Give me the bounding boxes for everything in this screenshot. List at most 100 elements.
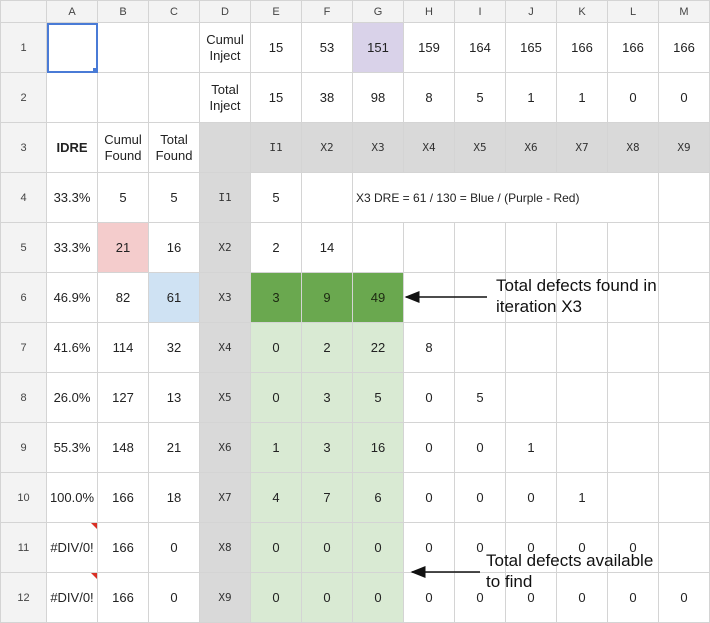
cell-f3[interactable]: X2	[301, 122, 353, 173]
cell-m7[interactable]	[658, 322, 710, 373]
cell-g9[interactable]: 16	[352, 422, 404, 473]
cell-l8[interactable]	[607, 372, 659, 423]
cell-e7[interactable]: 0	[250, 322, 302, 373]
cell-a3[interactable]: IDRE	[46, 122, 98, 173]
cell-h10[interactable]: 0	[403, 472, 455, 523]
cell-a11[interactable]: #DIV/0!	[46, 522, 98, 573]
cell-j1[interactable]: 165	[505, 22, 557, 73]
cell-b3[interactable]: Cumul Found	[97, 122, 149, 173]
row-header-5[interactable]: 5	[0, 222, 47, 273]
cell-c7[interactable]: 32	[148, 322, 200, 373]
cell-a2[interactable]	[46, 72, 98, 123]
cell-a5[interactable]: 33.3%	[46, 222, 98, 273]
cell-c12[interactable]: 0	[148, 572, 200, 623]
row-header-6[interactable]: 6	[0, 272, 47, 323]
cell-d11[interactable]: X8	[199, 522, 251, 573]
cell-m12[interactable]: 0	[658, 572, 710, 623]
cell-j11[interactable]: 0	[505, 522, 557, 573]
cell-g2[interactable]: 98	[352, 72, 404, 123]
cell-g12[interactable]: 0	[352, 572, 404, 623]
cell-h1[interactable]: 159	[403, 22, 455, 73]
cell-b1[interactable]	[97, 22, 149, 73]
select-all-corner[interactable]	[0, 0, 47, 23]
cell-j3[interactable]: X6	[505, 122, 557, 173]
cell-g7[interactable]: 22	[352, 322, 404, 373]
cell-h3[interactable]: X4	[403, 122, 455, 173]
cell-g11[interactable]: 0	[352, 522, 404, 573]
cell-b8[interactable]: 127	[97, 372, 149, 423]
cell-c4[interactable]: 5	[148, 172, 200, 223]
cell-m6[interactable]	[658, 272, 710, 323]
cell-a7[interactable]: 41.6%	[46, 322, 98, 373]
column-header-l[interactable]: L	[607, 0, 659, 23]
cell-f10[interactable]: 7	[301, 472, 353, 523]
cell-b6[interactable]: 82	[97, 272, 149, 323]
cell-e11[interactable]: 0	[250, 522, 302, 573]
row-header-10[interactable]: 10	[0, 472, 47, 523]
cell-f4[interactable]	[301, 172, 353, 223]
cell-l3[interactable]: X8	[607, 122, 659, 173]
cell-a10[interactable]: 100.0%	[46, 472, 98, 523]
cell-m9[interactable]	[658, 422, 710, 473]
cell-e10[interactable]: 4	[250, 472, 302, 523]
cell-a1[interactable]	[46, 22, 98, 73]
cell-a9[interactable]: 55.3%	[46, 422, 98, 473]
cell-f1[interactable]: 53	[301, 22, 353, 73]
cell-a8[interactable]: 26.0%	[46, 372, 98, 423]
cell-d7[interactable]: X4	[199, 322, 251, 373]
cell-d12[interactable]: X9	[199, 572, 251, 623]
cell-k11[interactable]: 0	[556, 522, 608, 573]
cell-m10[interactable]	[658, 472, 710, 523]
cell-k3[interactable]: X7	[556, 122, 608, 173]
cell-i7[interactable]	[454, 322, 506, 373]
cell-f5[interactable]: 14	[301, 222, 353, 273]
cell-i12[interactable]: 0	[454, 572, 506, 623]
cell-e12[interactable]: 0	[250, 572, 302, 623]
row-header-7[interactable]: 7	[0, 322, 47, 373]
cell-m3[interactable]: X9	[658, 122, 710, 173]
cell-f7[interactable]: 2	[301, 322, 353, 373]
comment-marker-icon[interactable]	[91, 523, 97, 529]
column-header-e[interactable]: E	[250, 0, 302, 23]
cell-l1[interactable]: 166	[607, 22, 659, 73]
cell-k8[interactable]	[556, 372, 608, 423]
cell-d2[interactable]: Total Inject	[199, 72, 251, 123]
fill-handle[interactable]	[93, 68, 97, 72]
cell-i2[interactable]: 5	[454, 72, 506, 123]
row-header-3[interactable]: 3	[0, 122, 47, 173]
cell-j8[interactable]	[505, 372, 557, 423]
cell-e9[interactable]: 1	[250, 422, 302, 473]
cell-c5[interactable]: 16	[148, 222, 200, 273]
cell-b11[interactable]: 166	[97, 522, 149, 573]
cell-j2[interactable]: 1	[505, 72, 557, 123]
column-header-m[interactable]: M	[658, 0, 710, 23]
cell-c2[interactable]	[148, 72, 200, 123]
column-header-b[interactable]: B	[97, 0, 149, 23]
column-header-k[interactable]: K	[556, 0, 608, 23]
column-header-c[interactable]: C	[148, 0, 200, 23]
cell-l5[interactable]	[607, 222, 659, 273]
column-header-g[interactable]: G	[352, 0, 404, 23]
comment-marker-icon[interactable]	[91, 573, 97, 579]
cell-c9[interactable]: 21	[148, 422, 200, 473]
cell-f9[interactable]: 3	[301, 422, 353, 473]
cell-c3[interactable]: Total Found	[148, 122, 200, 173]
cell-h12[interactable]: 0	[403, 572, 455, 623]
cell-k2[interactable]: 1	[556, 72, 608, 123]
row-header-4[interactable]: 4	[0, 172, 47, 223]
column-header-h[interactable]: H	[403, 0, 455, 23]
cell-m4[interactable]	[658, 172, 710, 223]
cell-a4[interactable]: 33.3%	[46, 172, 98, 223]
cell-i1[interactable]: 164	[454, 22, 506, 73]
cell-m1[interactable]: 166	[658, 22, 710, 73]
cell-f12[interactable]: 0	[301, 572, 353, 623]
cell-d1[interactable]: Cumul Inject	[199, 22, 251, 73]
row-header-11[interactable]: 11	[0, 522, 47, 573]
cell-g1[interactable]: 151	[352, 22, 404, 73]
cell-i9[interactable]: 0	[454, 422, 506, 473]
cell-c1[interactable]	[148, 22, 200, 73]
cell-b5[interactable]: 21	[97, 222, 149, 273]
row-header-8[interactable]: 8	[0, 372, 47, 423]
cell-f6[interactable]: 9	[301, 272, 353, 323]
cell-m11[interactable]	[658, 522, 710, 573]
